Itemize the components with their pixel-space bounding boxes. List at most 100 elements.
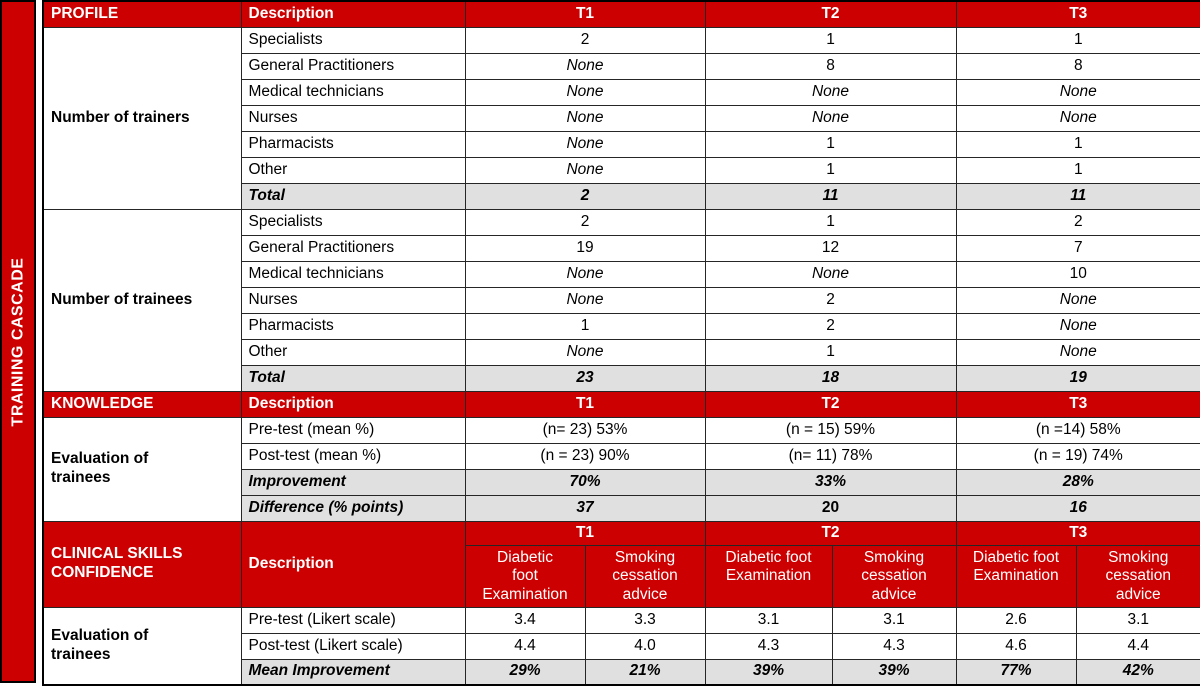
subcolumn-header: Diabetic foot Examination [955, 544, 1077, 608]
t-column-header: T3 [955, 0, 1200, 28]
value-cell: None [464, 286, 706, 314]
value-cell: 19 [464, 234, 706, 262]
subcolumn-header: Smoking cessation advice [584, 544, 706, 608]
value-cell: 19 [955, 364, 1200, 392]
value-cell: 1 [955, 130, 1200, 158]
description-header: Description [240, 390, 466, 418]
row-description: Total [240, 364, 466, 392]
value-cell: 4.6 [955, 632, 1077, 660]
value-cell: None [464, 156, 706, 184]
row-description: Nurses [240, 104, 466, 132]
section-title: KNOWLEDGE [42, 390, 242, 418]
value-cell: 70% [464, 468, 706, 496]
row-description: General Practitioners [240, 234, 466, 262]
value-cell: 42% [1075, 658, 1200, 686]
row-description: General Practitioners [240, 52, 466, 80]
row-description: Mean Improvement [240, 658, 466, 686]
value-cell: 2 [464, 26, 706, 54]
row-description: Pharmacists [240, 312, 466, 340]
value-cell: 4.4 [464, 632, 586, 660]
value-cell: (n= 11) 78% [704, 442, 957, 470]
group-label: Evaluation of trainees [42, 416, 242, 522]
t-column-header: T2 [704, 390, 957, 418]
row-description: Other [240, 156, 466, 184]
value-cell: (n = 15) 59% [704, 416, 957, 444]
t-column-header: T3 [955, 520, 1200, 546]
value-cell: 16 [955, 494, 1200, 522]
value-cell: 3.3 [584, 606, 706, 634]
value-cell: None [955, 338, 1200, 366]
value-cell: None [704, 104, 957, 132]
value-cell: 11 [955, 182, 1200, 210]
row-description: Total [240, 182, 466, 210]
value-cell: None [464, 52, 706, 80]
subcolumn-header: Smoking cessation advice [1075, 544, 1200, 608]
t-column-header: T2 [704, 520, 957, 546]
subcolumn-header: Diabetic foot Examination [704, 544, 833, 608]
value-cell: 4.0 [584, 632, 706, 660]
value-cell: None [704, 260, 957, 288]
t-column-header: T3 [955, 390, 1200, 418]
value-cell: 1 [464, 312, 706, 340]
t-column-header: T1 [464, 390, 706, 418]
value-cell: 8 [955, 52, 1200, 80]
value-cell: 2 [955, 208, 1200, 236]
row-description: Other [240, 338, 466, 366]
value-cell: (n= 23) 53% [464, 416, 706, 444]
value-cell: None [464, 78, 706, 106]
value-cell: 3.4 [464, 606, 586, 634]
value-cell: None [464, 260, 706, 288]
value-cell: 4.3 [704, 632, 833, 660]
value-cell: 1 [704, 26, 957, 54]
description-header: Description [240, 0, 466, 28]
value-cell: 2.6 [955, 606, 1077, 634]
value-cell: 2 [704, 312, 957, 340]
row-description: Pre-test (Likert scale) [240, 606, 466, 634]
row-description: Pre-test (mean %) [240, 416, 466, 444]
value-cell: 2 [464, 182, 706, 210]
value-cell: 21% [584, 658, 706, 686]
value-cell: 3.1 [1075, 606, 1200, 634]
value-cell: 39% [831, 658, 957, 686]
value-cell: 77% [955, 658, 1077, 686]
value-cell: 33% [704, 468, 957, 496]
row-description: Post-test (mean %) [240, 442, 466, 470]
value-cell: 28% [955, 468, 1200, 496]
value-cell: 10 [955, 260, 1200, 288]
value-cell: None [955, 312, 1200, 340]
row-description: Pharmacists [240, 130, 466, 158]
value-cell: 1 [704, 338, 957, 366]
row-description: Specialists [240, 208, 466, 236]
row-description: Difference (% points) [240, 494, 466, 522]
value-cell: 29% [464, 658, 586, 686]
row-description: Post-test (Likert scale) [240, 632, 466, 660]
description-header: Description [240, 520, 466, 608]
value-cell: 1 [704, 156, 957, 184]
value-cell: 2 [704, 286, 957, 314]
t-column-header: T1 [464, 520, 706, 546]
value-cell: None [464, 338, 706, 366]
value-cell: 39% [704, 658, 833, 686]
value-cell: None [955, 286, 1200, 314]
value-cell: None [464, 130, 706, 158]
row-description: Improvement [240, 468, 466, 496]
row-description: Nurses [240, 286, 466, 314]
t-column-header: T1 [464, 0, 706, 28]
sidebar-title: TRAINING CASCADE [9, 257, 27, 426]
value-cell: 2 [464, 208, 706, 236]
section-title: CLINICAL SKILLS CONFIDENCE [42, 520, 242, 608]
value-cell: (n = 19) 74% [955, 442, 1200, 470]
training-cascade-sidebar: TRAINING CASCADE [0, 0, 36, 683]
t-column-header: T2 [704, 0, 957, 28]
value-cell: 11 [704, 182, 957, 210]
group-label: Number of trainers [42, 26, 242, 210]
value-cell: 4.3 [831, 632, 957, 660]
value-cell: 18 [704, 364, 957, 392]
value-cell: 20 [704, 494, 957, 522]
subcolumn-header: Smoking cessation advice [831, 544, 957, 608]
value-cell: 1 [704, 208, 957, 236]
value-cell: 4.4 [1075, 632, 1200, 660]
value-cell: None [955, 104, 1200, 132]
subcolumn-header: Diabetic foot Examination [464, 544, 586, 608]
